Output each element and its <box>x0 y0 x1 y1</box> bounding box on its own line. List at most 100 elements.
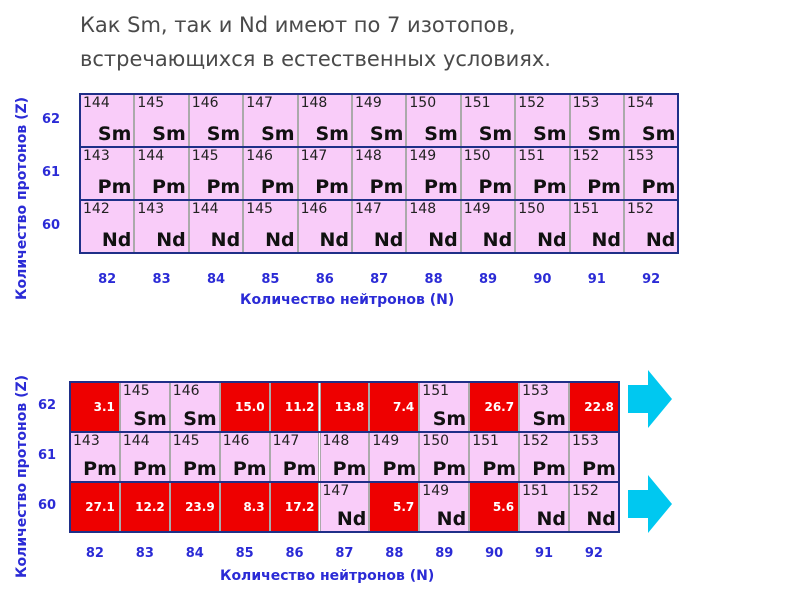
element-symbol: Nd <box>156 229 186 251</box>
n-tick-label: 88 <box>424 272 443 287</box>
isotope-cell: 147 Pm <box>269 432 320 482</box>
arrow-right-icon <box>628 370 672 428</box>
n-tick-label: 92 <box>642 272 661 287</box>
mass-number: 147 <box>300 148 328 164</box>
mass-number: 152 <box>518 95 545 111</box>
element-symbol: Pm <box>478 176 513 198</box>
isotope-cell: 146 Sm <box>169 382 220 432</box>
mass-number: 151 <box>422 383 450 399</box>
n-tick-label: 86 <box>315 272 334 287</box>
isotope-cell: 148 Sm <box>297 94 352 147</box>
element-symbol: Sm <box>315 123 349 145</box>
isotope-cell: 147 Nd <box>319 482 370 532</box>
mass-number: 144 <box>122 433 150 449</box>
isotope-cell: 142 Nd <box>80 200 135 253</box>
element-symbol: Pm <box>432 458 467 480</box>
element-symbol: Sm <box>587 123 621 145</box>
isotope-cell: 7.4 <box>369 382 420 432</box>
abundance-value: 3.1 <box>93 400 115 414</box>
isotope-cell: 151 Sm <box>419 382 470 432</box>
mass-number: 152 <box>572 483 599 499</box>
element-symbol: Sm <box>261 123 295 145</box>
isotope-cell: 144 Sm <box>80 94 135 147</box>
isotope-cell: 149 Sm <box>352 94 407 147</box>
element-symbol: Pm <box>182 458 217 480</box>
abundance-value: 11.2 <box>284 400 315 414</box>
isotope-cell: 150 Pm <box>460 147 516 200</box>
z-tick-label: 62 <box>38 398 57 413</box>
isotope-cell: 146 Nd <box>297 200 352 253</box>
n-tick-label: 90 <box>485 546 504 561</box>
z-tick-label: 60 <box>42 217 61 233</box>
isotope-cell: 153 Pm <box>624 147 679 200</box>
element-symbol: Pm <box>152 176 186 198</box>
isotope-cell: 148 Pm <box>319 432 370 482</box>
arrow-right-icon <box>628 475 672 533</box>
isotope-cell: 144 Nd <box>188 200 244 253</box>
element-symbol: Nd <box>482 229 513 251</box>
isotope-cell: 144 Pm <box>119 432 170 482</box>
n-tick-label: 88 <box>385 546 404 561</box>
element-symbol: Nd <box>373 229 404 251</box>
mass-number: 146 <box>172 383 200 399</box>
isotope-cell: 149 Nd <box>419 482 470 532</box>
mass-number: 151 <box>572 201 600 217</box>
title-line-1: Как Sm, так и Nd имеют по 7 изотопов, <box>80 13 516 37</box>
mass-number: 150 <box>422 433 450 449</box>
n-tick-label: 83 <box>135 546 154 561</box>
isotope-cell: 22.8 <box>569 382 619 432</box>
element-symbol: Pm <box>133 458 167 480</box>
isotope-cell: 27.1 <box>70 482 120 532</box>
isotope-cell: 152 Sm <box>515 94 570 147</box>
isotope-cell: 150 Nd <box>515 200 570 253</box>
x-axis-label-top: Количество нейтронов (N) <box>240 292 455 308</box>
mass-number: 150 <box>518 201 545 217</box>
isotope-cell: 153 Sm <box>519 382 569 432</box>
mass-number: 149 <box>463 201 491 217</box>
mass-number: 143 <box>137 201 165 217</box>
isotope-cell: 151 Pm <box>469 432 520 482</box>
slide-title: Как Sm, так и Nd имеют по 7 изотопов, вс… <box>80 8 780 76</box>
isotope-cell: 152 Nd <box>569 482 619 532</box>
mass-number: 145 <box>122 383 150 399</box>
isotope-cell: 146 Pm <box>219 432 270 482</box>
isotope-cell: 11.2 <box>269 382 320 432</box>
element-symbol: Nd <box>645 229 676 251</box>
element-symbol: Pm <box>369 176 404 198</box>
mass-number: 151 <box>472 433 499 449</box>
y-axis-label-bottom: Количество протонов (Z) <box>14 374 30 578</box>
element-symbol: Pm <box>315 176 349 198</box>
isotope-cell: 152 Pm <box>569 147 624 200</box>
isotope-cell: 151 Sm <box>460 94 516 147</box>
abundance-value: 15.0 <box>234 400 265 414</box>
abundance-value: 27.1 <box>85 500 115 514</box>
abundance-value: 12.2 <box>135 500 165 514</box>
mass-number: 146 <box>191 95 219 111</box>
mass-number: 147 <box>246 95 273 111</box>
mass-number: 145 <box>137 95 165 111</box>
element-symbol: Sm <box>641 123 676 145</box>
isotope-cell: 26.7 <box>469 382 520 432</box>
isotope-cell: 149 Nd <box>460 200 516 253</box>
element-symbol: Pm <box>97 176 132 198</box>
element-symbol: Pm <box>232 458 267 480</box>
isotope-cell: 145 Pm <box>188 147 244 200</box>
isotope-cell: 150 Sm <box>406 94 461 147</box>
element-symbol: Pm <box>532 458 566 480</box>
element-symbol: Nd <box>101 229 132 251</box>
abundance-value: 26.7 <box>484 400 515 414</box>
isotope-cell: 12.2 <box>119 482 170 532</box>
isotope-cell: 144 Pm <box>134 147 189 200</box>
isotope-cell: 153 Sm <box>569 94 624 147</box>
mass-number: 143 <box>73 433 100 449</box>
mass-number: 144 <box>83 95 110 111</box>
n-tick-label: 82 <box>98 272 117 287</box>
isotope-cell: 3.1 <box>70 382 120 432</box>
element-symbol: Nd <box>591 229 621 251</box>
element-symbol: Pm <box>641 176 676 198</box>
isotope-cell: 151 Pm <box>515 147 570 200</box>
mass-number: 147 <box>322 483 350 499</box>
mass-number: 152 <box>627 201 654 217</box>
mass-number: 148 <box>322 433 350 449</box>
n-tick-label: 85 <box>235 546 254 561</box>
